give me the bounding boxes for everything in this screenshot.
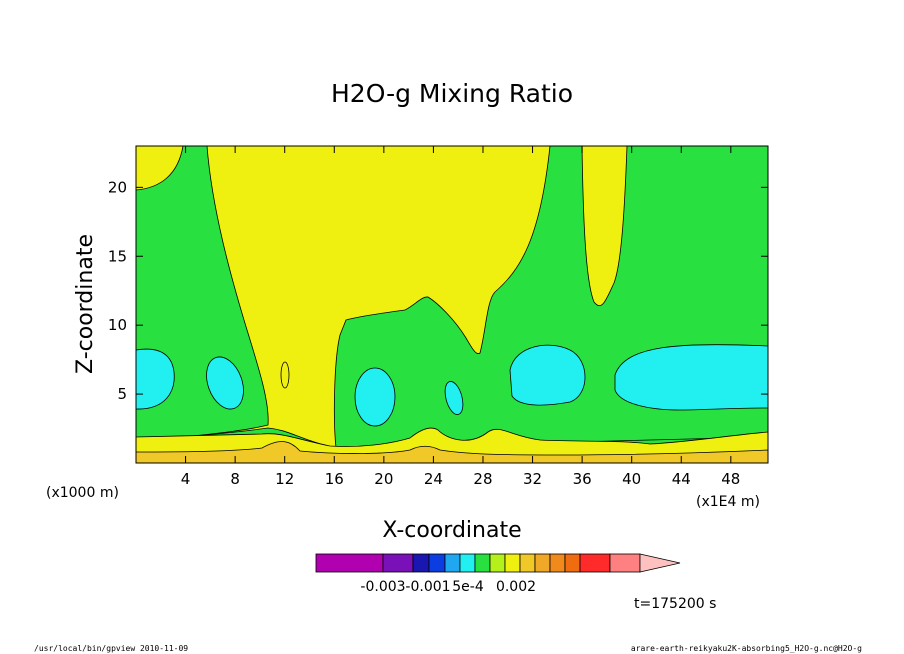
x-tick-label: 4	[181, 470, 191, 488]
x-tick-label: 24	[424, 470, 443, 488]
colorbar-segment	[382, 553, 414, 573]
y-tick-label: 5	[117, 385, 127, 403]
colorbar-segment	[444, 553, 461, 573]
x-tick-label: 32	[523, 470, 542, 488]
colorbar-segment	[534, 553, 551, 573]
colorbar-label: -0.003	[360, 579, 405, 595]
x-tick-label: 48	[721, 470, 740, 488]
x-axis-label: X-coordinate	[382, 518, 521, 543]
x-tick-label: 20	[374, 470, 393, 488]
footer-right: arare-earth-reikyaku2K-absorbing5_H2O-g.…	[631, 644, 862, 653]
y-axis-label: Z-coordinate	[73, 234, 98, 374]
y-tick-label: 20	[108, 178, 127, 196]
colorbar-segment	[549, 553, 566, 573]
x-tick-label: 36	[573, 470, 592, 488]
x-unit-left: (x1000 m)	[46, 485, 119, 501]
colorbar-segment	[459, 553, 476, 573]
colorbar-labels: -0.003 -0.001 5e-4 0.002	[360, 579, 536, 595]
y-tick-label: 15	[108, 247, 127, 265]
colorbar-segment	[315, 553, 384, 573]
x-unit-right: (x1E4 m)	[696, 494, 760, 510]
x-tick-label: 28	[473, 470, 492, 488]
x-tick-label: 44	[672, 470, 691, 488]
y-axis: 5 10 15 20	[108, 178, 768, 403]
x-tick-label: 12	[275, 470, 294, 488]
colorbar-label: 5e-4	[452, 579, 484, 595]
colorbar-segment	[504, 553, 521, 573]
colorbar-segment	[428, 553, 446, 573]
plot-frame	[135, 145, 769, 464]
chart-title: H2O-g Mixing Ratio	[331, 79, 573, 108]
colorbar-segment	[412, 553, 430, 573]
footer-left: /usr/local/bin/gpview 2010-11-09	[34, 644, 188, 653]
contour-fill	[136, 146, 768, 463]
x-tick-label: 8	[230, 470, 240, 488]
colorbar-extend-arrow	[639, 553, 681, 573]
colorbar-label: 0.002	[496, 579, 536, 595]
colorbar-segment	[564, 553, 581, 573]
colorbar-label: -0.001	[405, 579, 450, 595]
colorbar-segment	[609, 553, 641, 573]
colorbar-segment	[519, 553, 536, 573]
time-label: t=175200 s	[634, 596, 716, 612]
colorbar-segment	[489, 553, 506, 573]
y-tick-label: 10	[108, 316, 127, 334]
x-tick-label: 40	[622, 470, 641, 488]
colorbar	[315, 553, 681, 573]
x-tick-label: 16	[325, 470, 344, 488]
colorbar-segment	[474, 553, 491, 573]
x-axis: 4 8 12 16 20 24 28 32 36 40 44 48	[181, 146, 740, 488]
colorbar-segment	[579, 553, 611, 573]
